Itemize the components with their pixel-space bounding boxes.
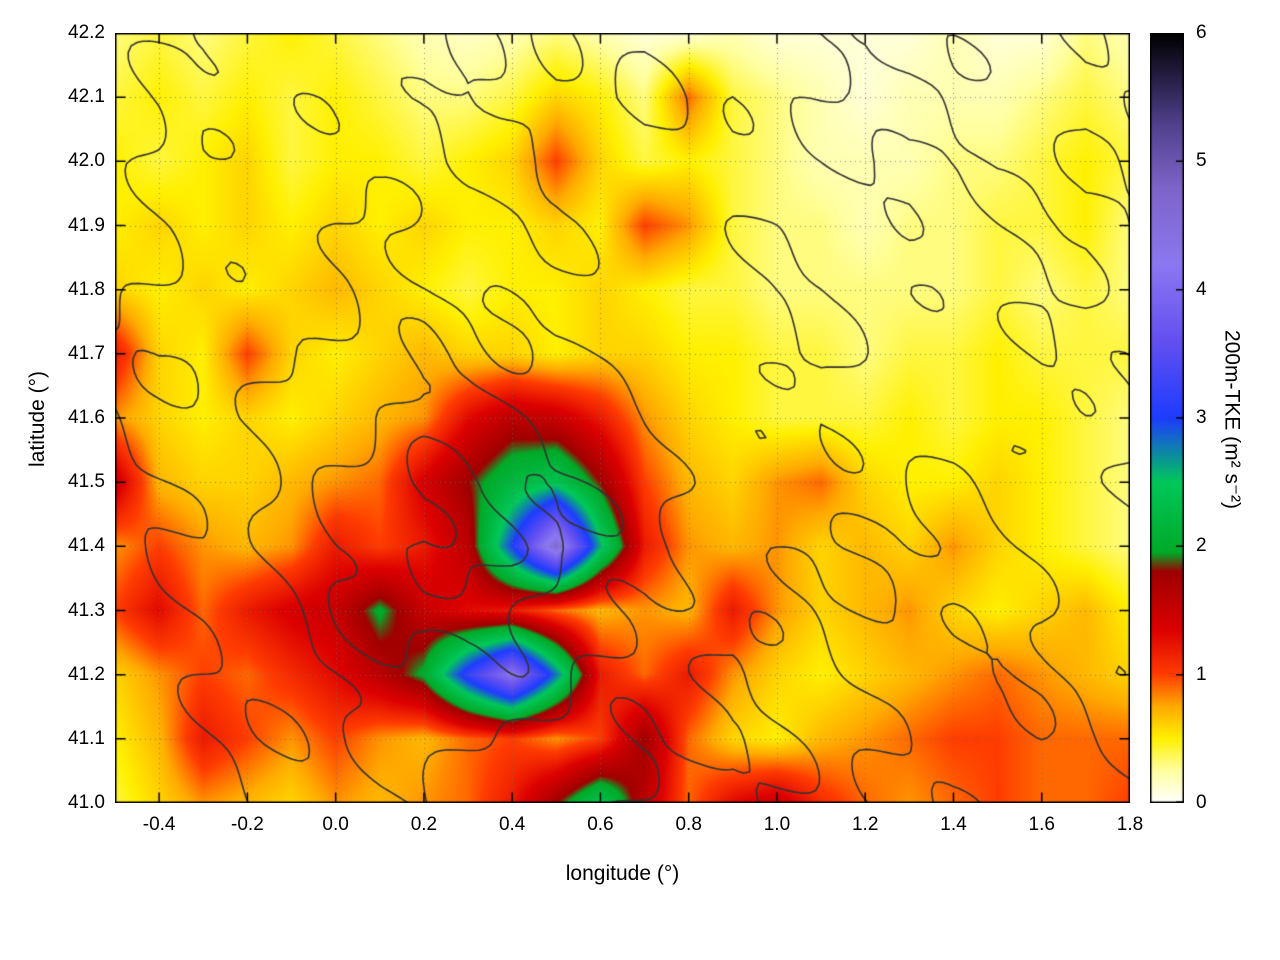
colorbar-title: 200m-TKE (m² s⁻²) xyxy=(1220,329,1244,510)
colorbar-tick-label: 6 xyxy=(1196,22,1207,43)
x-tick-label: 1.2 xyxy=(851,814,879,835)
colorbar-tick-label: 1 xyxy=(1196,663,1207,685)
colorbar-tick-label: 4 xyxy=(1196,278,1207,300)
x-tick-label: 0.8 xyxy=(675,814,702,835)
x-tick-label: 0.4 xyxy=(498,814,526,835)
x-tick-label: 0.2 xyxy=(410,814,438,835)
x-tick-label: 0.6 xyxy=(587,814,614,835)
y-tick-label: 41.1 xyxy=(68,727,105,749)
y-tick-label: 41.5 xyxy=(68,471,105,493)
y-tick-label: 41.6 xyxy=(68,407,105,428)
y-tick-label: 41.2 xyxy=(68,663,105,685)
x-axis-title: longitude (°) xyxy=(565,862,680,885)
colorbar-tick-label: 3 xyxy=(1196,407,1207,428)
heatmap-canvas xyxy=(115,33,1130,803)
y-tick-label: 41.7 xyxy=(68,342,105,364)
x-tick-label: -0.4 xyxy=(142,814,176,835)
colorbar-tick-label: 0 xyxy=(1196,792,1207,813)
y-tick-label: 41.8 xyxy=(68,278,105,300)
y-axis-title: latitude (°) xyxy=(26,371,49,467)
colorbar-gradient xyxy=(1150,33,1184,803)
y-tick-label: 41.3 xyxy=(68,599,105,621)
colorbar-tick-label: 2 xyxy=(1196,535,1207,557)
x-tick-label: 1.6 xyxy=(1028,814,1055,835)
x-tick-label: -0.2 xyxy=(231,814,264,835)
y-tick-label: 42.1 xyxy=(68,86,105,108)
x-tick-label: 1.8 xyxy=(1116,814,1144,835)
x-tick-label: 1.4 xyxy=(940,814,967,835)
y-tick-label: 42.2 xyxy=(68,22,105,43)
y-tick-label: 42.0 xyxy=(68,150,105,172)
colorbar xyxy=(1150,33,1184,803)
plot-area xyxy=(115,33,1130,803)
y-tick-label: 41.9 xyxy=(68,214,105,236)
colorbar-tick-label: 5 xyxy=(1196,150,1207,172)
y-tick-label: 41.0 xyxy=(68,792,105,813)
x-tick-label: 1.0 xyxy=(763,814,791,835)
y-tick-label: 41.4 xyxy=(68,535,105,557)
x-tick-label: 0.0 xyxy=(322,814,349,835)
